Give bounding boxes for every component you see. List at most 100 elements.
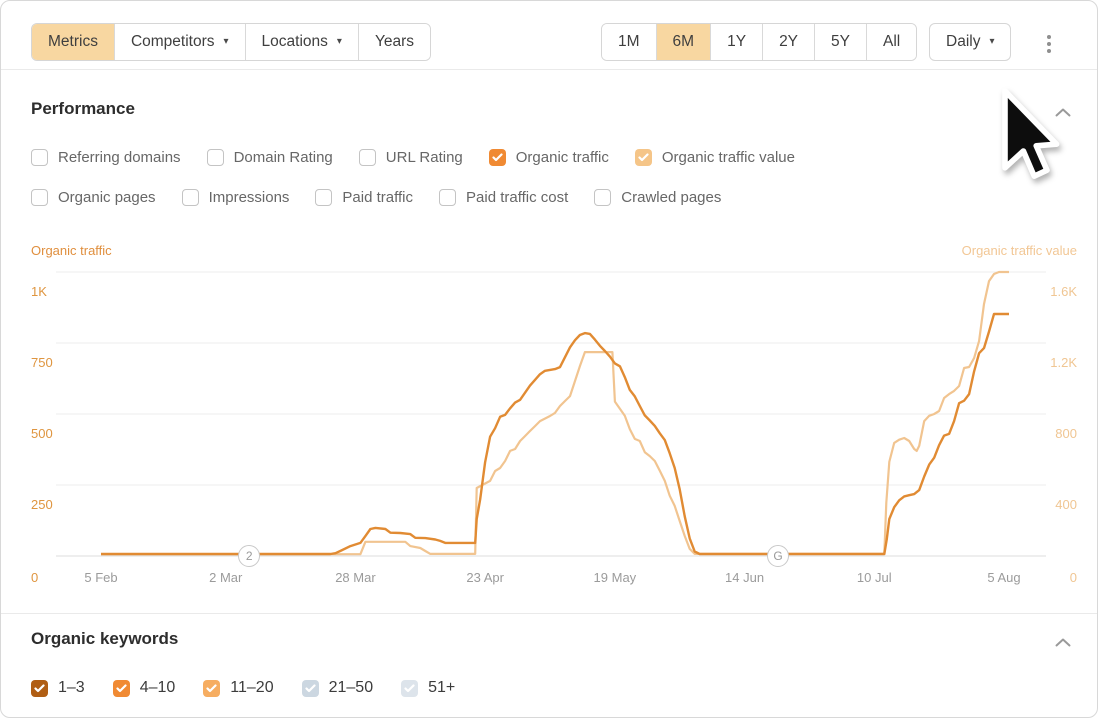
checked-checkbox-icon[interactable] <box>401 679 419 697</box>
checked-checkbox-icon[interactable] <box>112 679 130 697</box>
tab-label: 2Y <box>779 33 799 50</box>
checkbox-impressions[interactable]: Impressions <box>181 189 290 206</box>
checkbox-label: Crawled pages <box>621 189 722 206</box>
checkbox-label: Paid traffic cost <box>466 189 569 206</box>
unchecked-checkbox-icon[interactable] <box>31 149 48 166</box>
kebab-icon <box>1047 35 1051 39</box>
checkbox-21-50[interactable]: 21–50 <box>301 679 373 697</box>
checkbox-paid-traffic[interactable]: Paid traffic <box>315 189 413 206</box>
checkbox-organic-traffic-value[interactable]: Organic traffic value <box>634 149 795 166</box>
checkbox-label: 1–3 <box>58 679 85 696</box>
right-axis-tick: 1.2K <box>1050 355 1077 370</box>
series-line-organic-traffic[interactable] <box>101 312 1009 556</box>
checkbox-crawled-pages[interactable]: Crawled pages <box>594 189 721 206</box>
timeline-event-badge-2[interactable]: 2 <box>238 545 261 567</box>
checkbox-label: URL Rating <box>385 149 463 166</box>
organic-keywords-section-title: Organic keywords <box>31 629 179 648</box>
section-divider <box>1 613 1097 614</box>
checkbox-label: Impressions <box>208 189 290 206</box>
tab-label: 6M <box>672 33 695 50</box>
tab-years[interactable]: Years <box>357 24 431 60</box>
checkbox-51-[interactable]: 51+ <box>401 679 455 697</box>
checkbox-4-10[interactable]: 4–10 <box>112 679 175 697</box>
x-axis-tick: 19 May <box>593 570 637 585</box>
chevron-down-icon: ▾ <box>989 36 995 47</box>
range-tab-6m[interactable]: 6M <box>655 24 711 60</box>
collapse-keywords-chevron-icon[interactable] <box>1055 634 1071 652</box>
range-tab-1y[interactable]: 1Y <box>710 24 763 60</box>
checkbox-label: Organic traffic <box>515 149 609 166</box>
right-axis-title: Organic traffic value <box>961 243 1077 258</box>
checkbox-organic-traffic[interactable]: Organic traffic <box>488 149 609 166</box>
x-axis-tick: 23 Apr <box>466 570 504 585</box>
tab-label: 1M <box>618 33 640 50</box>
mouse-cursor-icon <box>999 87 1061 192</box>
range-tab-all[interactable]: All <box>866 24 917 60</box>
checkbox-label: Organic pages <box>58 189 156 206</box>
unchecked-checkbox-icon[interactable] <box>31 189 48 206</box>
unchecked-checkbox-icon[interactable] <box>315 189 333 206</box>
granularity-label: Daily <box>946 33 981 50</box>
unchecked-checkbox-icon[interactable] <box>358 149 376 166</box>
tab-label: Locations <box>261 33 328 50</box>
tab-label: Years <box>374 33 415 50</box>
x-axis-tick: 5 Feb <box>84 570 118 585</box>
checkbox-paid-traffic-cost[interactable]: Paid traffic cost <box>439 189 568 206</box>
more-options-button[interactable] <box>1041 29 1057 59</box>
checkbox-label: 11–20 <box>230 679 274 696</box>
checkbox-organic-pages[interactable]: Organic pages <box>31 189 156 206</box>
x-axis-tick: 28 Mar <box>335 570 376 585</box>
tab-metrics[interactable]: Metrics <box>32 24 114 60</box>
tab-label: Metrics <box>48 33 98 50</box>
performance-chart[interactable]: Organic traffic Organic traffic value 1K… <box>1 239 1097 591</box>
x-axis-tick: 2 Mar <box>209 570 243 585</box>
checkbox-1-3[interactable]: 1–3 <box>31 679 85 697</box>
checkbox-referring-domains[interactable]: Referring domains <box>31 149 181 166</box>
range-tab-1m[interactable]: 1M <box>602 24 656 60</box>
tab-label: Competitors <box>130 33 215 50</box>
x-axis-tick: 5 Aug <box>987 570 1021 585</box>
checkbox-label: Domain Rating <box>233 149 333 166</box>
right-axis-tick: 800 <box>1055 426 1077 441</box>
left-axis-zero-tick: 0 <box>31 570 39 585</box>
left-axis-tick: 500 <box>31 426 53 441</box>
checkbox-url-rating[interactable]: URL Rating <box>358 149 463 166</box>
checkbox-11-20[interactable]: 11–20 <box>203 679 274 697</box>
right-axis-tick: 1.6K <box>1050 284 1077 299</box>
tab-label: All <box>883 33 901 50</box>
left-axis-tick: 1K <box>31 284 47 299</box>
series-line-organic-traffic-value[interactable] <box>101 270 1009 556</box>
checkbox-label: Organic traffic value <box>661 149 795 166</box>
x-axis-tick: 14 Jun <box>725 570 765 585</box>
checked-checkbox-icon[interactable] <box>634 149 652 166</box>
checked-checkbox-icon[interactable] <box>203 679 221 697</box>
range-tab-2y[interactable]: 2Y <box>762 24 815 60</box>
chart-plot-area[interactable] <box>56 266 1046 566</box>
left-axis-title: Organic traffic <box>31 243 112 258</box>
date-range-group: 1M 6M 1Y 2Y 5Y All <box>601 23 918 61</box>
checkbox-domain-rating[interactable]: Domain Rating <box>206 149 333 166</box>
right-axis-tick: 400 <box>1055 497 1077 512</box>
chevron-down-icon: ▾ <box>223 36 229 47</box>
collapse-performance-chevron-icon[interactable] <box>1055 104 1071 122</box>
metric-checkbox-row-1: Referring domains Domain Rating URL Rating… <box>31 149 795 166</box>
checkbox-label: 51+ <box>428 679 456 696</box>
timeline-event-badge-g[interactable]: G <box>767 545 789 567</box>
unchecked-checkbox-icon[interactable] <box>206 149 224 166</box>
tab-locations[interactable]: Locations ▾ <box>244 24 358 60</box>
chevron-down-icon: ▾ <box>336 36 342 47</box>
checked-checkbox-icon[interactable] <box>301 679 319 697</box>
unchecked-checkbox-icon[interactable] <box>439 189 457 206</box>
tab-competitors[interactable]: Competitors ▾ <box>113 24 245 60</box>
checked-checkbox-icon[interactable] <box>488 149 506 166</box>
right-axis-zero-tick: 0 <box>1069 570 1077 585</box>
metrics-tab-group: Metrics Competitors ▾ Locations ▾ Years <box>31 23 432 61</box>
unchecked-checkbox-icon[interactable] <box>594 189 612 206</box>
granularity-dropdown[interactable]: Daily ▾ <box>929 23 1012 61</box>
range-tab-5y[interactable]: 5Y <box>814 24 866 60</box>
keyword-position-checkbox-row: 1–3 4–10 11–20 21–50 51+ <box>31 679 455 697</box>
toolbar-divider <box>1 69 1097 70</box>
unchecked-checkbox-icon[interactable] <box>181 189 199 206</box>
checked-checkbox-icon[interactable] <box>31 679 48 697</box>
